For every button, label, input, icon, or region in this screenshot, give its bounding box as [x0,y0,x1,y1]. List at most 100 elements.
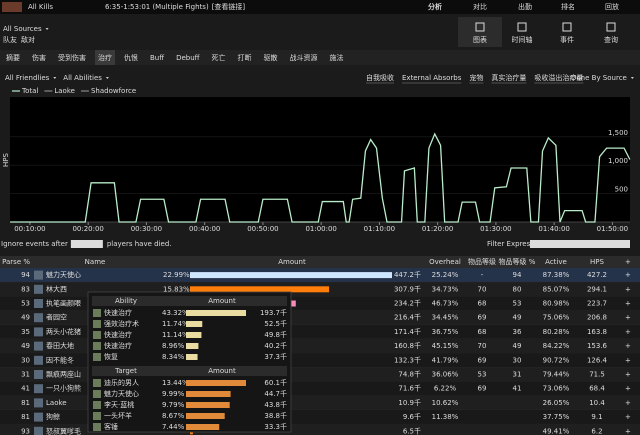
tooltip-column: Ability [115,297,137,305]
class-icon [34,341,43,351]
tab[interactable]: 施法 [329,53,343,62]
legend-label[interactable]: Shadowforce [91,87,136,95]
toggle-button[interactable]: External Absorbs [402,74,462,82]
row-expand[interactable]: + [625,413,631,421]
tooltip-icon [93,309,101,317]
row-expand[interactable]: + [625,342,631,350]
cell-ilvl-pct: 36 [513,328,522,336]
row-expand[interactable]: + [625,285,631,293]
amount-value: 447.2千 [394,270,421,279]
cell-overheal: 46.73% [432,300,459,308]
row-expand[interactable]: + [625,300,631,308]
tab[interactable]: 伤害 [32,53,46,62]
tooltip-amount: 44.7千 [264,389,287,398]
nav-tab[interactable]: 出勤 [518,2,532,11]
toggle-button[interactable]: 吸收溢出治疗量 [534,73,583,82]
row-expand[interactable]: + [625,356,631,364]
tab[interactable]: Debuff [176,54,200,62]
player-name[interactable]: 飘痕两座山 [46,370,81,379]
player-name[interactable]: 魅力天使心 [46,270,81,279]
parse-value: 53 [21,300,30,308]
row-expand[interactable]: + [625,427,631,435]
player-name[interactable]: Laoke [46,399,67,407]
tab[interactable]: Buff [150,54,164,62]
row-expand[interactable]: + [625,371,631,379]
tooltip-name: 客锤 [104,422,118,431]
cell-overheal: 36.06% [432,371,459,379]
tab[interactable]: 摘要 [6,53,20,62]
player-name[interactable]: 一只小狗熊 [46,384,81,393]
legend-label[interactable]: Total [21,87,38,95]
zone-name[interactable]: All Kills [28,3,53,11]
fight-link[interactable]: [查看链接] [212,2,246,11]
column-header[interactable]: Amount [278,258,306,266]
column-header[interactable]: Parse % [2,258,30,266]
tab-bar [0,50,640,65]
view-tab[interactable]: 查询 [604,35,618,44]
view-tab[interactable]: 图表 [473,35,487,44]
tab[interactable]: 仇恨 [124,53,138,62]
tab[interactable]: 受到伤害 [58,53,86,62]
nav-tab[interactable]: 对比 [473,2,487,11]
row-expand[interactable]: + [625,314,631,322]
player-name[interactable]: 春田大地 [46,341,74,350]
tooltip-name: 快速治疗 [104,308,132,317]
tooltip-name: 快速治疗 [104,341,132,350]
column-header[interactable]: Active [545,258,567,266]
filter-dropdown[interactable]: All Abilities [63,74,102,82]
class-icon [34,327,43,337]
nav-tab[interactable]: 排名 [561,2,575,11]
player-name[interactable]: 因不能冬 [46,355,74,364]
player-name[interactable]: 者园空 [46,313,67,322]
cell-active: 37.75% [543,413,570,421]
player-name[interactable]: 执笔画颜眼 [46,299,81,308]
column-header[interactable]: Name [85,258,106,266]
amount-value: 132.3千 [394,355,421,364]
player-name[interactable]: 怒叔翼嗲毛 [46,426,81,435]
tab[interactable]: 打断 [237,53,251,62]
view-tab[interactable]: 时间轴 [512,35,533,44]
tab[interactable]: 治疗 [98,53,112,62]
tooltip-bar [186,310,246,316]
source-filter[interactable]: 队友 [3,35,17,44]
x-tick-label: 01:00:00 [305,225,336,233]
tab[interactable]: 死亡 [211,53,225,62]
row-expand[interactable]: + [625,399,631,407]
y-tick-label: 1,500 [608,129,628,137]
toggle-button[interactable]: 宠物 [469,73,483,82]
column-header[interactable]: 物品等级 % [499,257,536,266]
source-title[interactable]: All Sources [3,25,42,33]
amount-value: 10.9千 [398,398,421,407]
view-icon [475,22,485,32]
tab[interactable]: 驱散 [263,53,277,62]
cell-hps: 71.5 [589,371,605,379]
row-expand[interactable]: + [625,271,631,279]
death-count-input[interactable] [70,240,103,248]
cell-active: 49.41% [543,427,570,435]
legend-label[interactable]: Laoke [54,87,75,95]
table-row[interactable] [0,424,640,435]
source-filter[interactable]: 敌对 [21,35,35,44]
row-expand[interactable]: + [625,385,631,393]
tab[interactable]: 战斗资源 [289,53,317,62]
player-name[interactable]: 两头小花猪 [46,327,81,336]
tooltip-amount: 52.5千 [264,319,287,328]
column-header[interactable]: 物品等级 [468,257,496,266]
filter-input[interactable] [530,240,630,248]
view-tab[interactable]: 事件 [560,35,574,44]
row-expand[interactable]: + [625,328,631,336]
tooltip-percent: 9.99% [162,390,185,398]
filter-dropdown[interactable]: All Friendlies [5,74,50,82]
player-name[interactable]: 狗鲸 [46,412,60,421]
column-header[interactable]: Overheal [429,258,461,266]
group-dropdown[interactable]: Done By Source [571,74,627,82]
tooltip-icon [93,331,101,339]
toggle-button[interactable]: 真实治疗量 [491,73,526,82]
nav-tab[interactable]: 回放 [605,2,619,11]
cell-ilvl-pct: 49 [513,314,522,322]
nav-tab[interactable]: 分析 [428,2,442,11]
toggle-button[interactable]: 自我吸收 [366,73,394,82]
player-name[interactable]: 林大西 [46,284,67,293]
cell-overheal: 11.38% [432,413,459,421]
column-header[interactable]: HPS [590,258,604,266]
